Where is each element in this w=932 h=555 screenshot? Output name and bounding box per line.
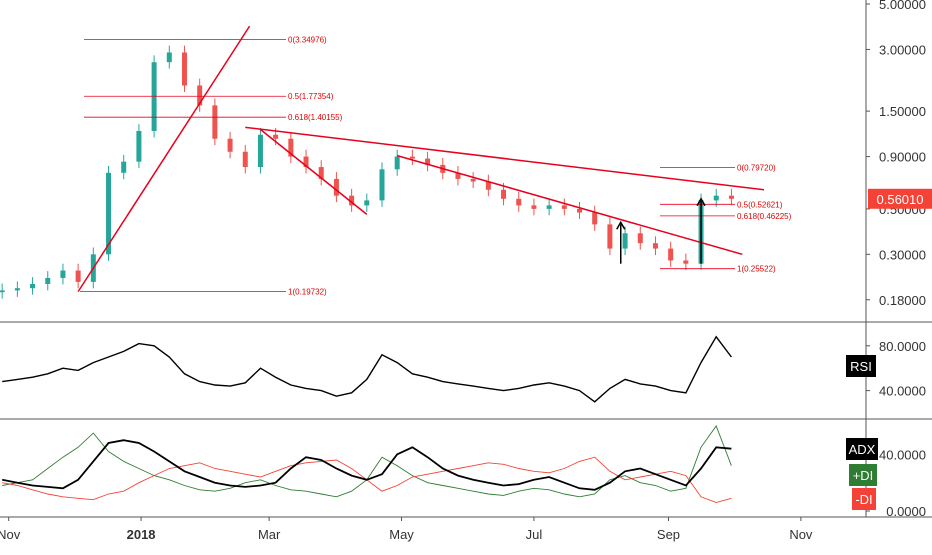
candle-body (318, 167, 324, 179)
candle-body (0, 290, 5, 293)
candle-body (136, 130, 142, 162)
candle-body (14, 288, 20, 291)
fib-level-label: 0(0.79720) (737, 163, 776, 172)
candle-body (45, 277, 51, 284)
candle-body (501, 189, 507, 199)
adx-badge (846, 438, 878, 460)
candle-body (212, 105, 218, 139)
trendline (396, 154, 743, 256)
last-price-text: 0.56010 (877, 192, 924, 207)
layer-rsi (2, 335, 732, 403)
trendline (259, 128, 368, 215)
candle-body (652, 243, 658, 249)
minus-di-badge-text: -DI (855, 492, 872, 507)
candle-body (273, 134, 279, 139)
last-price-badge (868, 188, 932, 209)
candle-body (546, 205, 552, 209)
candle-body (607, 224, 613, 249)
price-tick-label: 3.00000 (879, 42, 926, 57)
arrow-up-1-head (616, 220, 626, 230)
arrow-up-2-head (696, 197, 706, 207)
rsi-line (2, 335, 732, 403)
candle-body (516, 198, 522, 206)
candle-body (485, 181, 491, 190)
candle-body (592, 212, 598, 225)
plus-di-badge (849, 464, 877, 486)
rsi-tick-label: 80.0000 (879, 339, 926, 354)
x-tick-label: Nov (0, 527, 21, 542)
fib-level-label: 0.5(0.52621) (737, 200, 783, 209)
rsi-badge (846, 355, 876, 377)
fib-level-label: 0.618(0.46225) (737, 212, 792, 221)
adx-badge-text: ADX (849, 442, 876, 457)
rsi-tick-label: 40.0000 (879, 384, 926, 399)
candle-body (106, 172, 112, 255)
price-tick-label: 1.50000 (879, 104, 926, 119)
candle-body (668, 248, 674, 261)
candle-body (227, 138, 233, 152)
candle-body (577, 208, 583, 213)
candle-body (121, 161, 127, 173)
adx-line (2, 439, 732, 491)
candle-body (455, 172, 461, 179)
layer-adx (2, 425, 732, 503)
candle-body (75, 270, 81, 282)
candle-body (303, 156, 309, 168)
candle-body (333, 178, 339, 196)
fib-level-label: 0.618(1.40155) (288, 113, 343, 122)
x-tick-label: May (389, 527, 414, 542)
adx-tick-label: 0.0000 (886, 504, 926, 519)
fib-level-label: 1(0.19732) (288, 288, 327, 297)
candle-body (242, 151, 248, 168)
x-tick-label: Sep (657, 527, 680, 542)
layer-axes: 5.000003.000001.500000.900000.500000.300… (0, 0, 932, 542)
candle-body (166, 52, 172, 63)
candle-body (30, 283, 36, 289)
candle-body (561, 205, 567, 209)
fib-level-label: 0(3.34976) (288, 36, 327, 45)
trendline (245, 126, 765, 191)
candle-body (394, 156, 400, 170)
candle-body (60, 270, 66, 278)
candle-body (531, 205, 537, 209)
minus-di-badge (852, 488, 876, 510)
price-tick-label: 0.30000 (879, 247, 926, 262)
candle-body (197, 85, 203, 106)
candle-body (470, 178, 476, 182)
plus-di-badge-text: +DI (853, 468, 874, 483)
fib-level-label: 0.5(1.77354) (288, 92, 334, 101)
candle-body (713, 195, 719, 201)
candle-body (728, 195, 734, 199)
x-tick-label: Mar (258, 527, 281, 542)
candle-body (181, 52, 187, 86)
x-tick-label: 2018 (127, 527, 156, 542)
trendline (77, 25, 251, 293)
candle-body (622, 233, 628, 249)
fib-level-label: 1(0.25522) (737, 265, 776, 274)
candle-body (379, 169, 385, 201)
rsi-badge-text: RSI (850, 359, 872, 374)
x-tick-label: Nov (789, 527, 813, 542)
candle-body (425, 158, 431, 165)
price-tick-label: 0.90000 (879, 150, 926, 165)
candle-body (288, 138, 294, 157)
adx-tick-label: 40.0000 (879, 447, 926, 462)
plus-di-line (2, 425, 732, 498)
candle-body (349, 195, 355, 206)
candle-body (409, 156, 415, 159)
candle-body (364, 200, 370, 206)
candle-body (257, 134, 263, 168)
candle-body (683, 260, 689, 264)
price-tick-label: 0.18000 (879, 293, 926, 308)
layer-annotations: 0(3.34976) 0.5(1.77354) 0.618(1.40155) 1(0.… (77, 25, 792, 297)
x-tick-label: Jul (526, 527, 543, 542)
price-tick-label: 5.00000 (879, 0, 926, 12)
candle-body (637, 233, 643, 244)
